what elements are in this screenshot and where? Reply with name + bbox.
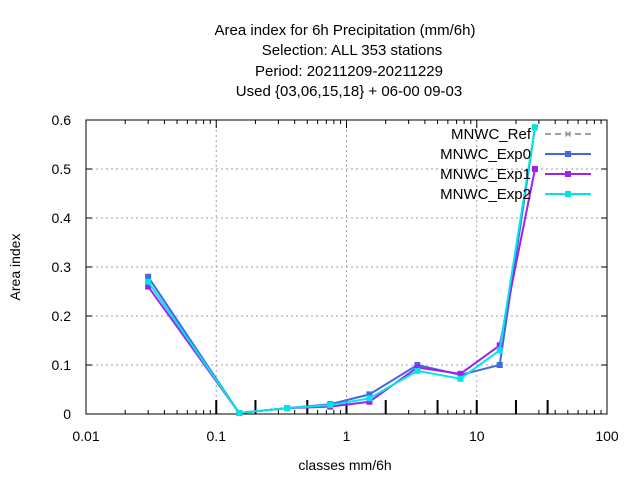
data-point	[145, 273, 152, 280]
data-point	[236, 410, 243, 417]
x-tick-label: 10	[469, 428, 485, 444]
chart-title: Area index for 6h Precipitation (mm/6h) …	[215, 22, 476, 100]
class-boundary-marks	[215, 400, 549, 414]
x-tick-label: 1	[343, 428, 351, 444]
x-tick-label: 0.01	[72, 428, 99, 444]
data-point	[414, 364, 421, 371]
legend-label: MNWC_Exp2	[440, 186, 531, 203]
series-lines	[145, 124, 539, 417]
data-point	[496, 347, 503, 354]
data-point	[565, 171, 571, 177]
data-point	[565, 191, 571, 197]
axes: 0 0.1 0.2 0.3 0.4 0.5 0.6 0.01 0.1 1 10 100	[52, 112, 619, 444]
data-point	[457, 375, 464, 382]
data-point	[284, 405, 291, 412]
data-point	[531, 124, 538, 131]
y-tick-label: 0.2	[52, 308, 72, 324]
legend: MNWC_Ref MNWC_Exp0 MNWC_Exp1 MNWC_Exp2	[440, 126, 591, 203]
legend-label: MNWC_Exp0	[440, 146, 531, 163]
y-tick-label: 0.5	[52, 161, 72, 177]
data-point	[531, 166, 538, 172]
x-tick-label: 0.1	[207, 428, 227, 444]
data-point	[457, 370, 464, 377]
data-point	[496, 362, 503, 368]
data-point	[145, 278, 152, 285]
y-tick-label: 0	[63, 406, 71, 422]
x-tick-label: 100	[595, 428, 619, 444]
y-tick-label: 0.1	[52, 357, 72, 373]
data-point	[366, 398, 373, 405]
series-mnwc-exp2	[145, 124, 538, 417]
chart-title-line-2: Selection: ALL 353 stations	[262, 42, 442, 59]
data-point	[414, 367, 421, 374]
data-point	[327, 402, 334, 409]
x-axis-label: classes mm/6h	[298, 457, 391, 473]
y-tick-label: 0.6	[52, 112, 72, 128]
y-tick-label: 0.3	[52, 259, 72, 275]
chart-title-line-1: Area index for 6h Precipitation (mm/6h)	[215, 22, 476, 39]
y-tick-label: 0.4	[52, 210, 72, 226]
data-point	[145, 283, 152, 290]
legend-label: MNWC_Exp1	[440, 166, 531, 183]
chart-title-line-3: Period: 20211209-20211229	[255, 63, 443, 80]
y-axis-label: Area index	[7, 234, 23, 301]
chart-title-line-4: Used {03,06,15,18} + 06-00 09-03	[236, 83, 462, 100]
data-point	[366, 395, 373, 402]
data-point	[366, 391, 373, 398]
data-point	[565, 151, 571, 157]
series-mnwc-exp1	[145, 166, 538, 417]
legend-label: MNWC_Ref	[451, 126, 532, 143]
